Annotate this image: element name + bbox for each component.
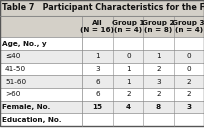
Text: Group 3
(n = 4): Group 3 (n = 4)	[172, 20, 204, 33]
Bar	[0, 75, 204, 88]
Text: 3: 3	[156, 79, 161, 85]
Text: Education, No.: Education, No.	[2, 117, 61, 123]
Text: 41-50: 41-50	[5, 66, 26, 72]
Text: 6: 6	[95, 79, 100, 85]
Text: 3: 3	[186, 104, 191, 110]
Bar	[0, 0, 204, 16]
Bar	[0, 88, 204, 101]
Text: >60: >60	[5, 91, 20, 97]
Text: 2: 2	[156, 66, 161, 72]
Bar	[0, 101, 204, 113]
Text: 2: 2	[186, 91, 191, 97]
Text: 0: 0	[186, 53, 191, 59]
Text: 2: 2	[126, 91, 131, 97]
Text: 3: 3	[95, 66, 100, 72]
Text: 1: 1	[126, 66, 131, 72]
Text: 1: 1	[156, 53, 161, 59]
Text: Table 7   Participant Characteristics for the Focus Groups: Table 7 Participant Characteristics for …	[2, 3, 204, 12]
Text: 8: 8	[156, 104, 161, 110]
Text: 51-60: 51-60	[5, 79, 26, 85]
Bar	[0, 113, 204, 126]
Bar	[0, 63, 204, 75]
Text: 2: 2	[156, 91, 161, 97]
Bar	[0, 37, 204, 50]
Text: Group 2
(n = 8): Group 2 (n = 8)	[142, 20, 175, 33]
Text: 6: 6	[95, 91, 100, 97]
Text: 0: 0	[186, 66, 191, 72]
Text: 1: 1	[95, 53, 100, 59]
Text: Group 1
(n = 4): Group 1 (n = 4)	[112, 20, 145, 33]
Text: 0: 0	[126, 53, 131, 59]
Text: 15: 15	[92, 104, 102, 110]
Text: ≤40: ≤40	[5, 53, 20, 59]
Text: 2: 2	[186, 79, 191, 85]
Text: All
(N = 16): All (N = 16)	[80, 20, 114, 33]
Text: Age, No., y: Age, No., y	[2, 41, 46, 47]
Text: 4: 4	[126, 104, 131, 110]
Bar	[0, 50, 204, 63]
Text: 1: 1	[126, 79, 131, 85]
Bar	[0, 16, 204, 37]
Text: Female, No.: Female, No.	[2, 104, 50, 110]
